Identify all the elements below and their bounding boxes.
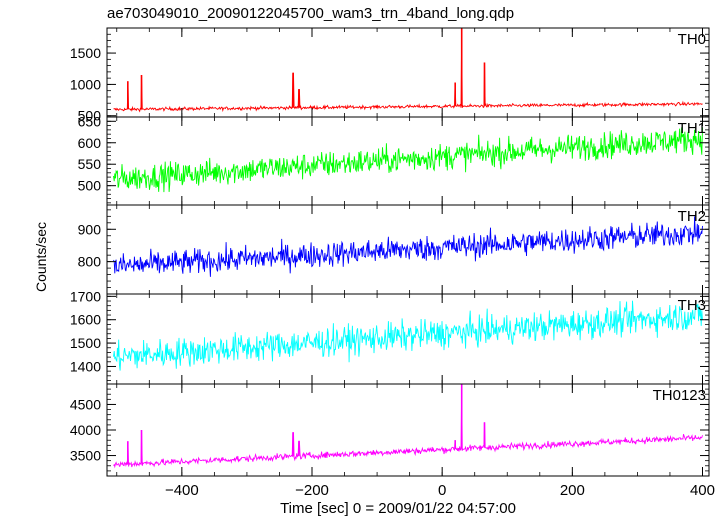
panel-label-th2: TH2 — [678, 208, 706, 225]
y-tick-label: 900 — [78, 221, 102, 237]
y-tick-label: 550 — [78, 156, 102, 172]
y-tick-label: 1700 — [70, 288, 101, 304]
series-line-th3 — [113, 300, 703, 371]
panel-th2: 800 900 TH2 — [78, 204, 710, 295]
panel-th1: 500 550 600 650 TH1 — [78, 113, 710, 206]
x-tick-label: 0 — [438, 482, 446, 499]
y-tick-label: 1600 — [70, 312, 101, 328]
y-axis-label: Counts/sec — [33, 222, 49, 292]
panel-frame — [106, 293, 710, 385]
y-tick-label: 500 — [78, 178, 102, 194]
panel-label-th0: TH0 — [678, 31, 706, 48]
y-tick-label: 800 — [78, 254, 102, 270]
y-tick-label: 500 — [78, 108, 102, 124]
y-tick-label: 1400 — [70, 358, 101, 374]
series-line-th2 — [113, 216, 703, 277]
panel-th0: 500 1000 1500 TH0 — [70, 27, 710, 124]
panel-th3: 1400 1500 1600 1700 TH3 — [70, 288, 710, 385]
x-axis-label: Time [sec] 0 = 2009/01/22 04:57:00 — [280, 500, 516, 516]
panel-label-th3: TH3 — [678, 297, 706, 314]
y-tick-label: 1500 — [70, 335, 101, 351]
y-tick-label: 650 — [78, 113, 102, 129]
x-tick-label: −200 — [295, 482, 329, 499]
panel-frame — [106, 116, 710, 206]
chart-title: ae703049010_20090122045700_wam3_trn_4ban… — [107, 5, 514, 22]
series-line-th0123 — [113, 384, 703, 469]
x-tick-label: 200 — [560, 482, 585, 499]
y-tick-label: 3500 — [70, 448, 101, 464]
y-tick-label: 4000 — [70, 422, 101, 438]
y-tick-label: 1500 — [70, 45, 101, 61]
y-tick-label: 1000 — [70, 76, 101, 92]
y-tick-label: 600 — [78, 135, 102, 151]
x-tick-label: 400 — [690, 482, 715, 499]
series-line-th1 — [113, 127, 703, 193]
y-tick-label: 4500 — [70, 396, 101, 412]
x-tick-label: −400 — [165, 482, 199, 499]
panel-label-th0123: TH0123 — [653, 387, 706, 404]
series-line-th0 — [113, 28, 703, 113]
panel-th0123: 3500 4000 4500 TH0123 — [70, 383, 710, 477]
panel-label-th1: TH1 — [678, 120, 706, 137]
panel-frame — [106, 27, 710, 118]
panels-group: 500 1000 1500 TH0 500 550 600 650 TH1 800 900 TH2 14… — [70, 27, 715, 499]
